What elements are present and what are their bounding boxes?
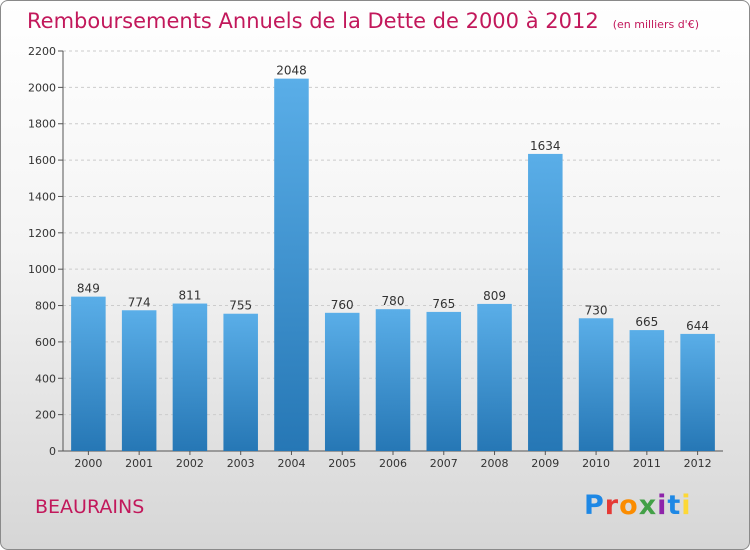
value-label-2002: 811 xyxy=(178,289,201,303)
value-label-2012: 644 xyxy=(686,319,709,333)
value-label-2005: 760 xyxy=(331,298,354,312)
y-tick-label: 800 xyxy=(35,300,56,313)
bar-2003 xyxy=(223,313,258,451)
bar-2001 xyxy=(121,310,157,451)
bar-2005 xyxy=(324,312,360,451)
y-tick-label: 0 xyxy=(49,445,56,458)
x-tick-label-2009: 2009 xyxy=(531,457,559,470)
x-tick-label-2004: 2004 xyxy=(277,457,305,470)
bar-2010 xyxy=(578,318,614,451)
location-label: BEAURAINS xyxy=(35,496,145,518)
value-label-2010: 730 xyxy=(585,303,608,317)
x-tick-label-2011: 2011 xyxy=(633,457,661,470)
value-label-2007: 765 xyxy=(432,297,455,311)
logo-letter: o xyxy=(619,490,639,521)
title-text: Remboursements Annuels de la Dette de 20… xyxy=(27,9,599,33)
value-label-2008: 809 xyxy=(483,289,506,303)
y-tick-label: 1200 xyxy=(28,227,56,240)
bar-2007 xyxy=(426,311,462,451)
bar-2011 xyxy=(629,330,665,451)
logo-letter: i xyxy=(681,490,692,521)
value-label-2003: 755 xyxy=(229,299,252,313)
bar-2004 xyxy=(274,78,309,452)
value-label-2000: 849 xyxy=(77,282,100,296)
value-label-2011: 665 xyxy=(635,315,658,329)
y-tick-label: 1800 xyxy=(28,118,56,131)
value-label-2004: 2048 xyxy=(276,64,307,78)
bar-2002 xyxy=(172,303,208,451)
x-tick-label-2000: 2000 xyxy=(74,457,102,470)
bar-2009 xyxy=(528,153,563,451)
y-tick-label: 600 xyxy=(35,336,56,349)
y-tick-label: 2000 xyxy=(28,81,56,94)
logo-letter: t xyxy=(667,490,682,521)
logo-letter: r xyxy=(604,490,620,521)
value-label-2006: 780 xyxy=(382,294,405,308)
y-tick-label: 400 xyxy=(35,372,56,385)
value-label-2009: 1634 xyxy=(530,139,561,153)
chart-title: Remboursements Annuels de la Dette de 20… xyxy=(27,9,699,33)
logo-letter: i xyxy=(657,490,668,521)
x-tick-label-2012: 2012 xyxy=(684,457,712,470)
labels: 0 200 400 600 800 1000 1200 1400 1600 1800 2000 220… xyxy=(28,45,712,470)
x-tick-label-2003: 2003 xyxy=(227,457,255,470)
logo-letter: P xyxy=(584,490,605,521)
unit-label: (en milliers d'€) xyxy=(612,18,699,31)
y-tick-label: 200 xyxy=(35,409,56,422)
x-tick-label-2006: 2006 xyxy=(379,457,407,470)
y-tick-label: 2200 xyxy=(28,45,56,58)
x-tick-label-2005: 2005 xyxy=(328,457,356,470)
bar-2006 xyxy=(375,309,411,451)
logo-letter: x xyxy=(638,490,658,521)
bar-2000 xyxy=(71,296,106,451)
x-tick-label-2001: 2001 xyxy=(125,457,153,470)
x-tick-label-2010: 2010 xyxy=(582,457,610,470)
bars xyxy=(71,78,715,452)
bar-2008 xyxy=(477,303,512,451)
x-tick-label-2007: 2007 xyxy=(430,457,458,470)
y-tick-label: 1000 xyxy=(28,263,56,276)
bar-2012 xyxy=(680,333,715,451)
x-tick-label-2002: 2002 xyxy=(176,457,204,470)
y-tick-label: 1400 xyxy=(28,190,56,203)
x-tick-label-2008: 2008 xyxy=(481,457,509,470)
y-tick-label: 1600 xyxy=(28,154,56,167)
value-label-2001: 774 xyxy=(128,295,151,309)
proxiti-logo[interactable]: Proxiti xyxy=(584,490,692,521)
